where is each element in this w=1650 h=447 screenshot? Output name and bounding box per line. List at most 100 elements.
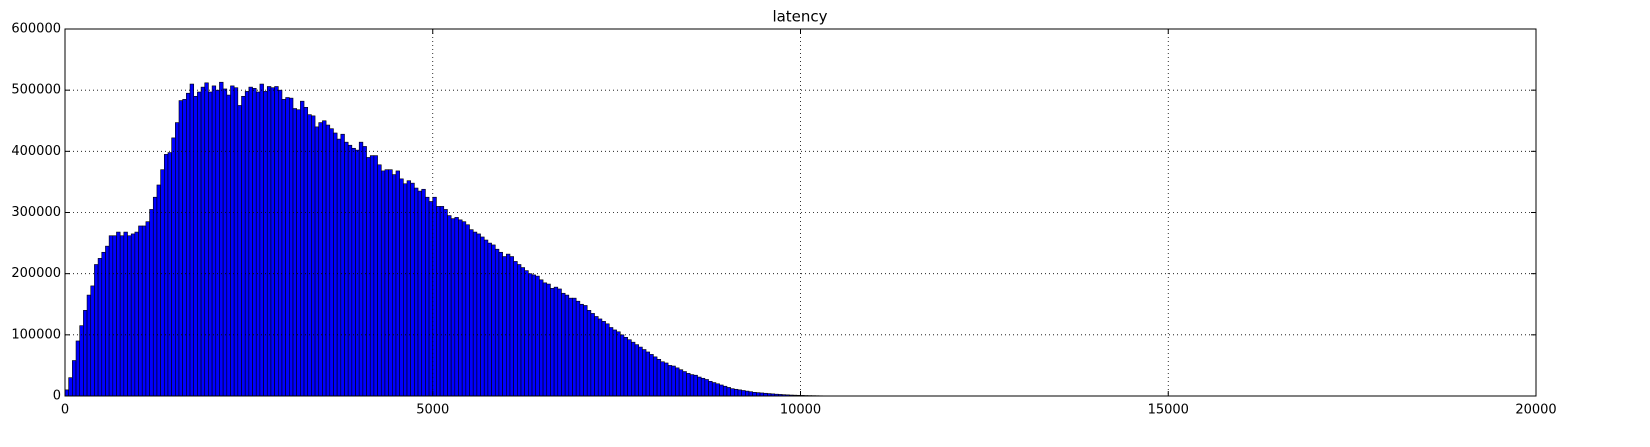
bar xyxy=(344,141,349,397)
bar xyxy=(535,275,540,397)
bar xyxy=(219,81,224,397)
bar xyxy=(458,219,463,397)
bar xyxy=(189,83,195,397)
bar xyxy=(579,303,584,397)
bar xyxy=(116,231,121,397)
bar xyxy=(483,239,489,397)
bar xyxy=(660,361,665,397)
bar xyxy=(620,334,625,397)
bar xyxy=(406,180,411,397)
bar xyxy=(289,97,294,397)
y-tick-label: 600000 xyxy=(11,22,61,37)
bar xyxy=(631,341,636,397)
bar xyxy=(377,164,382,397)
bar xyxy=(270,87,275,397)
bar xyxy=(266,86,272,397)
bar xyxy=(318,122,323,397)
x-tick-label: 10000 xyxy=(780,403,821,418)
bar xyxy=(230,85,235,397)
bar xyxy=(645,351,651,397)
bar xyxy=(141,225,147,397)
bar xyxy=(704,379,709,397)
bar xyxy=(726,387,731,397)
bar xyxy=(616,331,621,397)
bar xyxy=(734,388,739,397)
bar xyxy=(421,188,426,397)
bar xyxy=(204,82,209,397)
bar xyxy=(686,373,691,397)
bar xyxy=(476,233,481,397)
bar xyxy=(314,126,320,397)
bar xyxy=(472,231,478,397)
bar xyxy=(682,371,687,397)
bar xyxy=(450,218,456,397)
bar xyxy=(384,169,389,397)
bar xyxy=(281,99,286,397)
bar xyxy=(369,155,375,397)
bar xyxy=(719,384,724,397)
bar xyxy=(697,376,702,397)
bar xyxy=(689,374,695,397)
bar xyxy=(277,89,283,397)
bar xyxy=(642,349,647,397)
bar xyxy=(108,235,114,397)
bar xyxy=(745,390,750,397)
bar xyxy=(105,245,110,397)
bar xyxy=(542,282,548,397)
bar xyxy=(586,310,592,397)
bar xyxy=(656,358,662,397)
y-tick-label: 0 xyxy=(53,389,61,404)
bar xyxy=(568,297,573,397)
bar xyxy=(380,170,386,397)
bar xyxy=(612,329,617,397)
bar xyxy=(517,264,522,397)
bar xyxy=(182,99,187,397)
bar xyxy=(671,365,676,397)
bar xyxy=(79,325,84,397)
y-tick-label: 300000 xyxy=(11,205,61,220)
bar xyxy=(601,321,606,397)
bar xyxy=(167,152,172,397)
bar xyxy=(388,169,393,397)
bar xyxy=(491,244,496,397)
bar xyxy=(649,354,654,397)
bar xyxy=(608,327,614,397)
bar xyxy=(211,85,217,397)
bar xyxy=(119,235,125,397)
bar xyxy=(373,155,378,397)
bar xyxy=(509,256,514,397)
bar xyxy=(539,279,544,397)
bar xyxy=(101,251,106,397)
bar xyxy=(208,91,213,397)
bar xyxy=(186,92,191,397)
bar xyxy=(252,88,257,397)
bar xyxy=(439,206,445,397)
bar xyxy=(97,258,103,397)
bar xyxy=(557,288,562,397)
bar xyxy=(708,381,713,397)
bar xyxy=(693,374,698,397)
bar xyxy=(200,86,206,397)
bar xyxy=(300,100,305,397)
bar xyxy=(678,369,684,397)
bar xyxy=(653,356,658,397)
bar xyxy=(461,221,467,397)
bar xyxy=(333,132,338,397)
bar xyxy=(634,344,639,397)
bar xyxy=(583,305,588,397)
bar xyxy=(722,385,728,397)
bar xyxy=(748,391,753,397)
bar xyxy=(546,283,551,397)
bar xyxy=(741,390,746,397)
bar xyxy=(711,382,717,397)
bar xyxy=(244,91,250,397)
bar xyxy=(487,242,492,397)
bar xyxy=(395,170,400,397)
bar xyxy=(428,201,434,397)
bar xyxy=(362,146,367,397)
bar xyxy=(638,346,643,397)
bar xyxy=(667,365,673,397)
bar xyxy=(303,106,309,397)
bar xyxy=(550,288,555,397)
bar xyxy=(134,231,139,397)
